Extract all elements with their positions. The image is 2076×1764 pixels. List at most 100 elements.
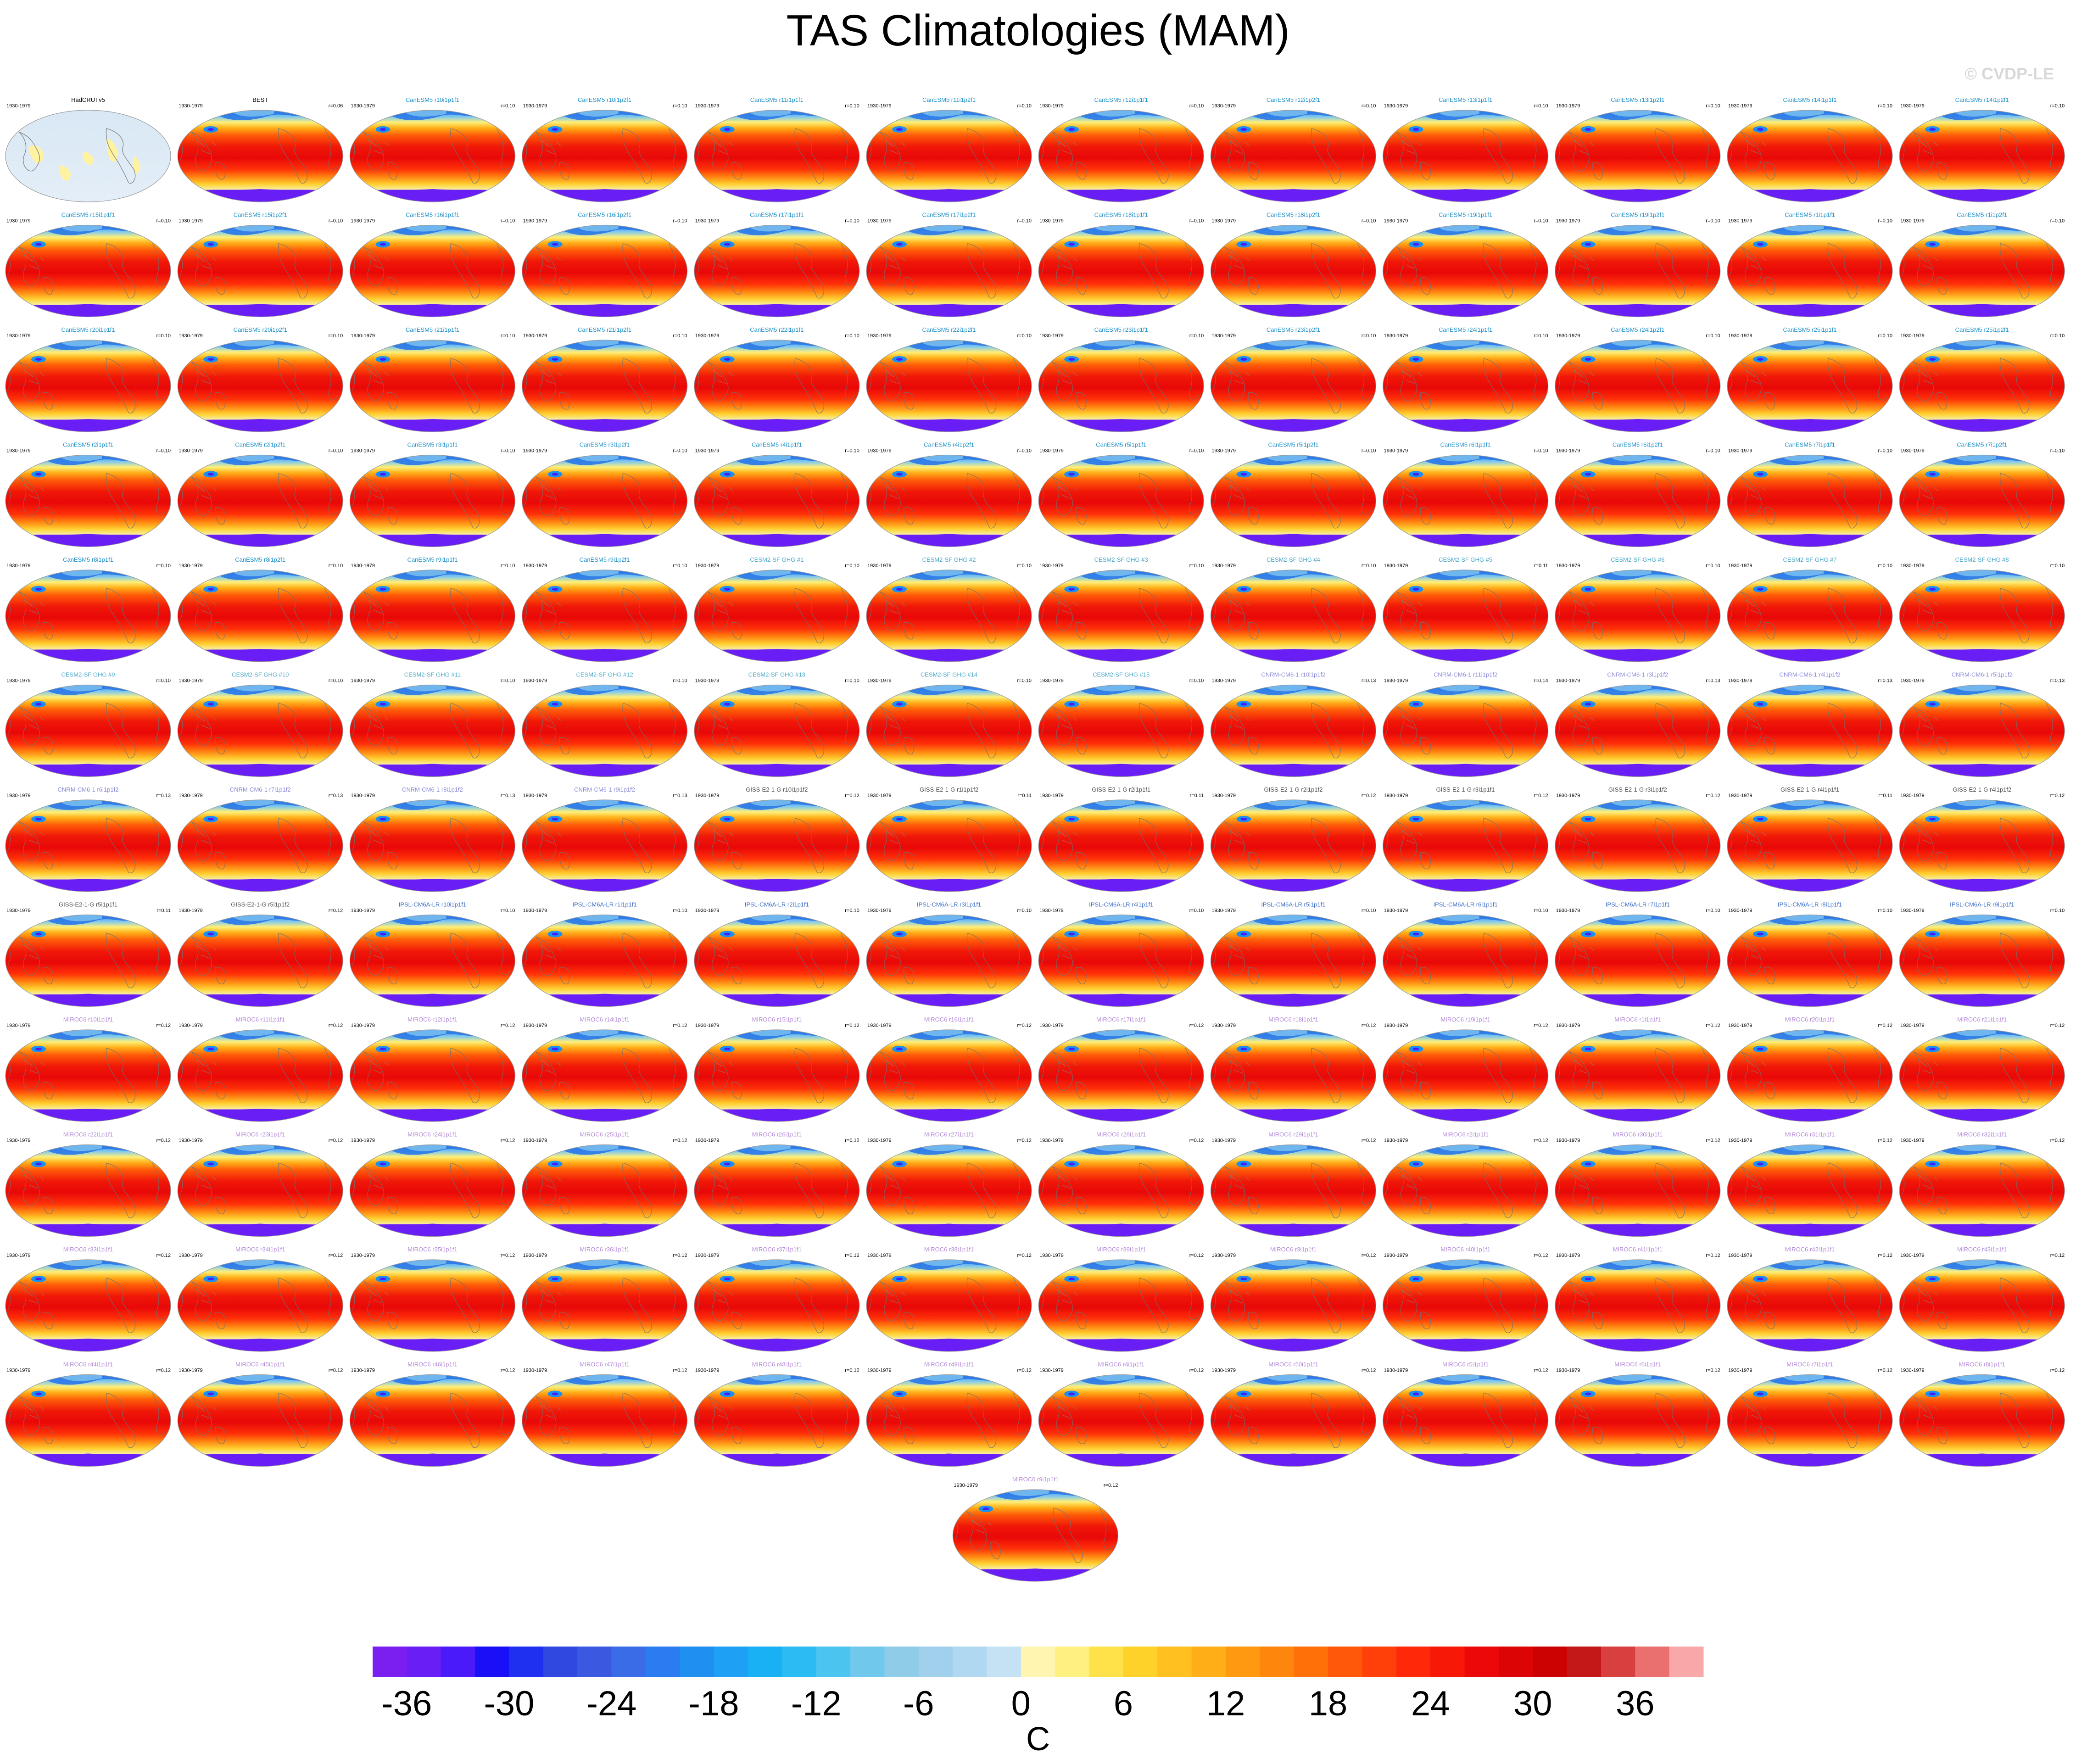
panel-title: CanESM5 r10i1p1f1 bbox=[406, 96, 459, 103]
panel-pattern-correlation: r=0.10 bbox=[1362, 103, 1376, 109]
panel-period: 1930-1979 bbox=[6, 1023, 31, 1028]
model-map bbox=[865, 1029, 1032, 1122]
map-panel: 1930-1979 MIROC6 r25i1p1f1 r=0.12 bbox=[521, 1131, 688, 1238]
panel-period: 1930-1979 bbox=[523, 103, 547, 109]
model-map bbox=[1038, 224, 1205, 318]
panel-pattern-correlation: r=0.12 bbox=[501, 1138, 515, 1144]
panel-title: CNRM-CM6-1 r10i1p1f2 bbox=[1261, 671, 1325, 678]
panel-period: 1930-1979 bbox=[1556, 908, 1580, 914]
panel-pattern-correlation: r=0.10 bbox=[1362, 218, 1376, 224]
map-panel: 1930-1979 CESM2-SF GHG #8 r=0.10 bbox=[1898, 556, 2065, 663]
panel-pattern-correlation: r=0.12 bbox=[1017, 1253, 1032, 1258]
model-map bbox=[177, 339, 344, 433]
panel-title: MIROC6 r17i1p1f1 bbox=[1096, 1016, 1146, 1023]
model-map bbox=[1210, 569, 1377, 663]
panel-title: BEST bbox=[252, 96, 268, 103]
panel-period: 1930-1979 bbox=[351, 908, 375, 914]
colorbar-tick-label: -12 bbox=[791, 1684, 842, 1723]
panel-title: CanESM5 r22i1p1f1 bbox=[750, 326, 804, 333]
model-map bbox=[1554, 1374, 1721, 1468]
panel-pattern-correlation: r=0.10 bbox=[1017, 218, 1032, 224]
panel-period: 1930-1979 bbox=[867, 1138, 892, 1144]
panel-pattern-correlation: r=0.12 bbox=[1189, 1023, 1204, 1028]
panel-title: CanESM5 r10i1p2f1 bbox=[578, 96, 631, 103]
colorbar-bin bbox=[1089, 1647, 1124, 1677]
map-panel: 1930-1979 CNRM-CM6-1 r3i1p1f2 r=0.13 bbox=[1554, 671, 1721, 778]
panel-period: 1930-1979 bbox=[6, 1253, 31, 1258]
panel-pattern-correlation: r=0.11 bbox=[1190, 793, 1204, 798]
model-map bbox=[349, 454, 516, 548]
map-panel: 1930-1979 IPSL-CM6A-LR r1i1p1f1 r=0.10 bbox=[521, 901, 688, 1008]
map-panel: 1930-1979 CNRM-CM6-1 r9i1p1f2 r=0.13 bbox=[521, 786, 688, 893]
map-panel: 1930-1979 CanESM5 r19i1p1f1 r=0.10 bbox=[1382, 212, 1549, 318]
colorbar-bin bbox=[884, 1647, 919, 1677]
panel-pattern-correlation: r=0.13 bbox=[1706, 678, 1720, 684]
panel-period: 1930-1979 bbox=[351, 1023, 375, 1028]
panel-pattern-correlation: r=0.12 bbox=[845, 1368, 859, 1373]
panel-pattern-correlation: r=0.12 bbox=[501, 1368, 515, 1373]
panel-title: CESM2-SF GHG #11 bbox=[404, 671, 461, 678]
map-panel: 1930-1979 CanESM5 r2i1p1f1 r=0.10 bbox=[5, 441, 172, 548]
map-panel: 1930-1979 CanESM5 r18i1p2f1 r=0.10 bbox=[1210, 212, 1377, 318]
panel-pattern-correlation: r=0.10 bbox=[1362, 333, 1376, 339]
panel-period: 1930-1979 bbox=[1556, 793, 1580, 798]
panel-pattern-correlation: r=0.10 bbox=[673, 908, 687, 914]
colorbar-tick-label: 0 bbox=[1011, 1684, 1031, 1723]
panel-pattern-correlation: r=0.10 bbox=[1706, 563, 1720, 569]
colorbar: -36 -30 -24 -18 -12 -6 0 6 12 18 24 30 36 C bbox=[373, 1647, 1704, 1758]
panel-title: MIROC6 r26i1p1f1 bbox=[752, 1131, 802, 1138]
model-map bbox=[952, 1489, 1119, 1582]
model-map bbox=[1382, 339, 1549, 433]
panel-title: MIROC6 r4i1p1f1 bbox=[1098, 1361, 1144, 1368]
panel-title: CNRM-CM6-1 r11i1p1f2 bbox=[1434, 671, 1497, 678]
model-map bbox=[521, 799, 688, 893]
model-map bbox=[1382, 1144, 1549, 1238]
panel-pattern-correlation: r=0.12 bbox=[1362, 1138, 1376, 1144]
model-map bbox=[5, 914, 172, 1008]
map-panel: 1930-1979 MIROC6 r1i1p1f1 r=0.12 bbox=[1554, 1016, 1721, 1122]
map-panel: 1930-1979 CanESM5 r12i1p1f1 r=0.10 bbox=[1038, 96, 1205, 203]
panel-title: GISS-E2-1-G r4i1p1f2 bbox=[1953, 786, 2011, 793]
colorbar-bin bbox=[1055, 1647, 1090, 1677]
panel-pattern-correlation: r=0.12 bbox=[845, 1253, 859, 1258]
model-map bbox=[865, 684, 1032, 778]
map-panel: 1930-1979 CanESM5 r9i1p1f1 r=0.10 bbox=[349, 556, 516, 663]
model-map bbox=[177, 799, 344, 893]
model-map bbox=[1210, 1029, 1377, 1122]
model-map bbox=[1210, 1259, 1377, 1352]
panel-period: 1930-1979 bbox=[1556, 1138, 1580, 1144]
panel-title: CanESM5 r11i1p2f1 bbox=[922, 96, 976, 103]
panel-title: MIROC6 r9i1p1f1 bbox=[1012, 1476, 1059, 1483]
panel-pattern-correlation: r=0.10 bbox=[1878, 218, 1893, 224]
colorbar-tick-label: 12 bbox=[1206, 1684, 1245, 1723]
model-map bbox=[1898, 1259, 2065, 1352]
panel-pattern-correlation: r=0.12 bbox=[1362, 1368, 1376, 1373]
colorbar-bin bbox=[1021, 1647, 1055, 1677]
panel-pattern-correlation: r=0.10 bbox=[1362, 448, 1376, 454]
map-panel: 1930-1979 MIROC6 r38i1p1f1 r=0.12 bbox=[865, 1246, 1032, 1352]
colorbar-tick-label: -36 bbox=[381, 1684, 432, 1723]
panel-title: CanESM5 r23i1p2f1 bbox=[1267, 326, 1320, 333]
panel-period: 1930-1979 bbox=[523, 678, 547, 684]
panel-title: MIROC6 r18i1p1f1 bbox=[1268, 1016, 1318, 1023]
map-panel: 1930-1979 MIROC6 r33i1p1f1 r=0.12 bbox=[5, 1246, 172, 1352]
panel-title: CanESM5 r9i1p2f1 bbox=[580, 556, 630, 563]
panel-period: 1930-1979 bbox=[179, 218, 203, 224]
panel-title: MIROC6 r5i1p1f1 bbox=[1442, 1361, 1489, 1368]
panel-pattern-correlation: r=0.10 bbox=[1189, 218, 1204, 224]
panel-title: CanESM5 r1i1p1f1 bbox=[1785, 212, 1835, 218]
panel-period: 1930-1979 bbox=[1039, 563, 1064, 569]
panel-period: 1930-1979 bbox=[1384, 1023, 1408, 1028]
model-map bbox=[1554, 224, 1721, 318]
panel-title: MIROC6 r48i1p1f1 bbox=[752, 1361, 802, 1368]
panel-period: 1930-1979 bbox=[351, 1253, 375, 1258]
panel-title: IPSL-CM6A-LR r8i1p1f1 bbox=[1778, 901, 1842, 908]
panel-pattern-correlation: r=0.10 bbox=[845, 678, 859, 684]
panel-period: 1930-1979 bbox=[1900, 218, 1925, 224]
panel-title: CNRM-CM6-1 r9i1p1f2 bbox=[574, 786, 635, 793]
panel-period: 1930-1979 bbox=[1211, 103, 1236, 109]
colorbar-bin bbox=[1669, 1647, 1704, 1677]
model-map bbox=[349, 569, 516, 663]
map-panel: 1930-1979 CanESM5 r7i1p2f1 r=0.10 bbox=[1898, 441, 2065, 548]
